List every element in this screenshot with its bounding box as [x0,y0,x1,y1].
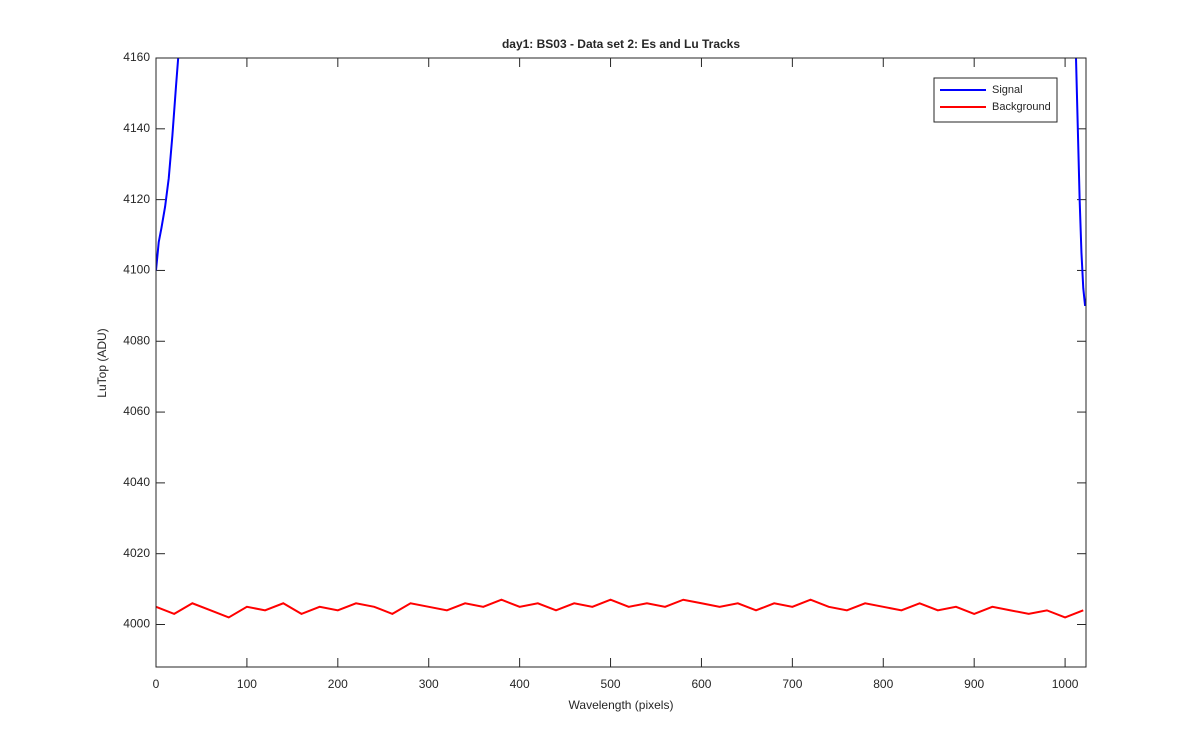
x-tick-label: 100 [237,677,257,691]
x-tick-label: 300 [419,677,439,691]
x-tick-label: 1000 [1052,677,1079,691]
plot-area [156,58,1086,619]
x-tick-label: 500 [601,677,621,691]
y-tick-label: 4060 [123,404,150,418]
legend-label: Signal [992,84,1023,96]
y-tick-label: 4040 [123,475,150,489]
chart-title: day1: BS03 - Data set 2: Es and Lu Track… [502,37,740,51]
y-tick-label: 4000 [123,617,150,631]
x-tick-label: 700 [782,677,802,691]
axes-box [155,57,1087,668]
x-tick-label: 600 [691,677,711,691]
y-tick-label: 4140 [123,121,150,135]
y-tick-label: 4020 [123,546,150,560]
x-axis-label: Wavelength (pixels) [569,698,674,712]
x-tick-label: 200 [328,677,348,691]
y-tick-label: 4120 [123,192,150,206]
x-tick-label: 0 [153,677,160,691]
x-tick-label: 900 [964,677,984,691]
legend-label: Background [992,101,1051,113]
y-axis-label: LuTop (ADU) [95,328,109,397]
series-line [156,598,1084,619]
y-tick-label: 4100 [123,263,150,277]
x-tick-label: 800 [873,677,893,691]
legend-box [933,77,1058,123]
x-tick-label: 400 [510,677,530,691]
series-line [156,58,1086,306]
y-tick-label: 4160 [123,50,150,64]
y-tick-label: 4080 [123,333,150,347]
